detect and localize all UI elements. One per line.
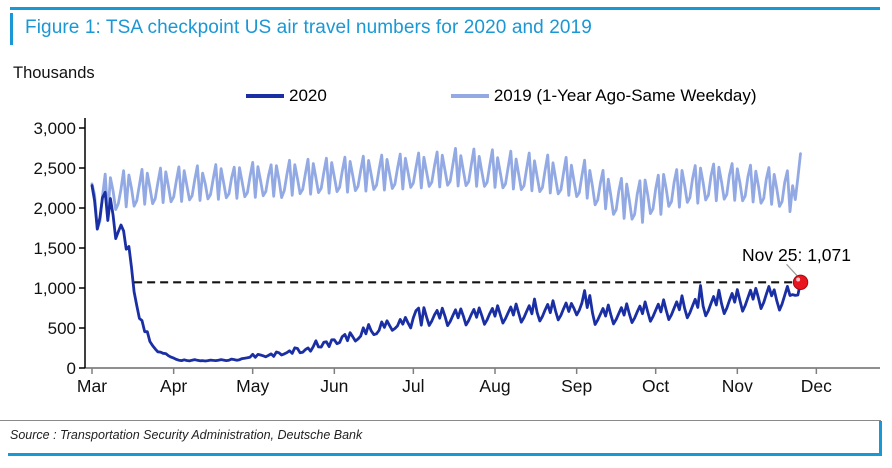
y-axis-units-label: Thousands	[13, 64, 95, 82]
x-tick-label-Sep: Sep	[561, 376, 592, 396]
y-tick-label-1000: 1,000	[33, 279, 76, 298]
x-tick-label-Nov: Nov	[722, 376, 753, 396]
y-tick-label-0: 0	[67, 359, 76, 378]
chart-legend: 2020 2019 (1-Year Ago-Same Weekday)	[246, 86, 757, 106]
series-line-2020	[90, 184, 802, 363]
right-accent-stub	[879, 421, 882, 456]
legend-item-2020: 2020	[246, 86, 327, 106]
annotation-nov25-label: Nov 25: 1,071	[742, 245, 851, 265]
source-divider-line	[0, 420, 881, 421]
x-tick-label-Aug: Aug	[479, 376, 510, 396]
source-text: Source : Transportation Security Adminis…	[10, 428, 363, 442]
x-tick-label-Dec: Dec	[801, 376, 832, 396]
x-tick-label-Jun: Jun	[320, 376, 348, 396]
y-tick-label-500: 500	[48, 319, 76, 338]
y-tick-label-1500: 1,500	[33, 239, 76, 258]
marker-highlight	[796, 277, 801, 282]
top-accent-rule	[10, 7, 880, 10]
series-line-2019	[90, 146, 802, 231]
bottom-accent-rule	[8, 453, 882, 456]
annotation-leader-line	[786, 263, 799, 278]
figure-title: Figure 1: TSA checkpoint US air travel n…	[25, 17, 592, 38]
y-tick-label-3000: 3,000	[33, 119, 76, 138]
x-tick-label-May: May	[236, 376, 269, 396]
y-tick-label-2000: 2,000	[33, 199, 76, 218]
x-tick-label-Mar: Mar	[77, 376, 107, 396]
x-tick-label-Oct: Oct	[642, 376, 669, 396]
legend-item-2019: 2019 (1-Year Ago-Same Weekday)	[450, 86, 757, 106]
legend-label-2019: 2019 (1-Year Ago-Same Weekday)	[493, 86, 757, 105]
y-tick-label-2500: 2,500	[33, 159, 76, 178]
legend-swatch-2020	[246, 94, 284, 98]
legend-label-2020: 2020	[289, 86, 327, 105]
legend-swatch-2019	[450, 94, 489, 98]
x-tick-label-Jul: Jul	[402, 376, 424, 396]
x-tick-label-Apr: Apr	[160, 376, 187, 396]
title-row: Figure 1: TSA checkpoint US air travel n…	[10, 13, 592, 45]
nov25-marker-dot	[792, 274, 809, 291]
